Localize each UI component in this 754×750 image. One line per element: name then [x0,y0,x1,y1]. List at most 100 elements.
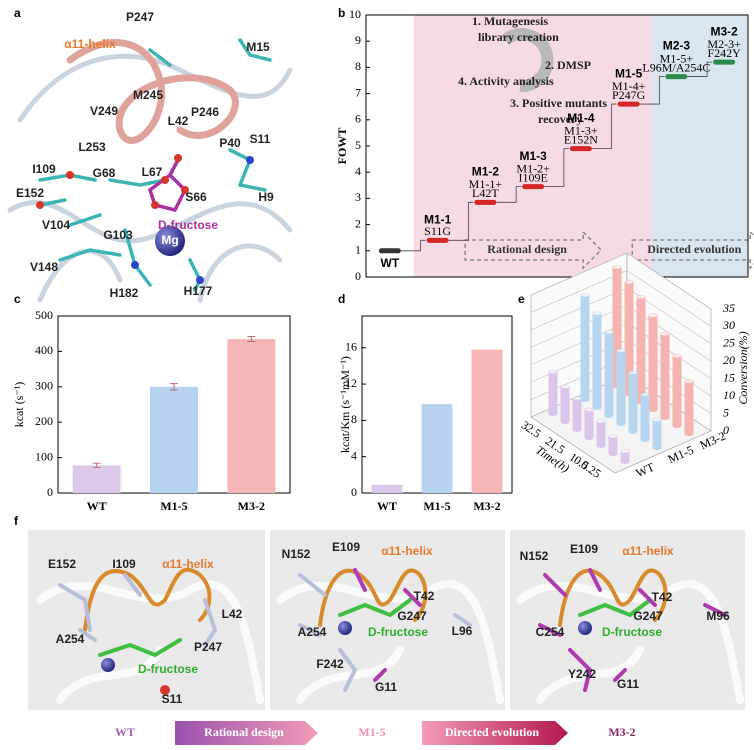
residue-label: H182 [110,286,139,300]
residue-label: Mg [161,233,178,247]
cycle-step: recovery [538,112,582,126]
residue-label: P246 [191,105,219,119]
mutation-label: I109E [518,170,547,184]
y-axis-label: kcat/Km (s⁻¹mM⁻¹) [338,356,352,453]
residue-label: G11 [617,677,639,691]
residue-label: A254 [298,625,327,639]
y-tick-label: 0 [351,485,357,499]
residue-label: L42 [168,114,189,128]
mutation-label: P247G [612,88,646,102]
residue-label: S66 [185,190,207,204]
y-tick-label: 16 [345,340,357,354]
flow-label: M1-5 [358,725,385,739]
step-connector [496,186,522,203]
residue-label: α11-helix [381,544,433,558]
bar [421,404,453,493]
x-tick-label: M3-2 [238,499,265,513]
structure-a [7,38,293,303]
y-tick-label: 500 [35,308,53,322]
z-tick-label: 35 [722,301,735,315]
step-connector [400,239,426,252]
x-tick-label: WT [377,499,397,513]
y-tick-label: 0 [355,269,361,283]
residue-label: L67 [142,165,163,179]
region-arrow [631,230,754,270]
bar [684,381,694,434]
cycle-step: library creation [478,30,559,44]
residue-label: G247 [633,609,663,623]
residue-label: G103 [103,228,133,242]
cycle-step: 1. Mutagenesis [472,14,548,28]
bar-cap [636,294,646,300]
bar [150,386,198,493]
residue-label: H177 [184,284,213,298]
mutation-label: M2-3+ [707,37,741,51]
residue-label: P247 [194,640,222,654]
bar [227,339,276,493]
mutation-label: L42T [472,186,499,200]
bar [640,394,650,440]
mutation-label: E152N [564,132,598,146]
panel-label: d [338,292,345,306]
residue-label: D-fructose [158,218,218,232]
mutation-label: M1-5+ [660,51,694,65]
step-connector [639,76,665,105]
step-segment [569,146,592,152]
cycle-step: 3. Positive mutants [510,96,607,110]
y-tick-label: 3 [355,190,361,204]
bar-cap [616,348,626,354]
residue-label: F242 [316,657,344,671]
bar-cap [596,419,606,425]
residue-label: E109 [332,540,360,554]
residue-label: G11 [375,680,397,694]
x-tick-label: M1-5 [423,499,450,513]
y-tick-label: 8 [355,59,361,73]
bar-cap [604,329,614,335]
residue-label: G68 [93,166,116,180]
bar-cap [624,279,634,285]
z-tick-label: 5 [723,405,729,419]
residue-label: V148 [30,260,58,274]
category-label: M1-3 [519,149,547,163]
residue-label: I109 [112,557,136,571]
bar-cap [640,392,650,398]
bar-cap [580,292,590,298]
residue-label: L96 [452,624,473,638]
bar-cap [620,449,630,455]
cycle-step: 2. DMSP [545,58,591,72]
z-tick-label: 25 [723,336,735,350]
y-axis-label: kcat (s⁻¹) [12,382,26,428]
residue-label: T42 [414,589,435,603]
y-tick-label: 100 [35,449,53,463]
z-axis-label: Conversion(%) [736,331,750,404]
x-tick-label: 1.5 [547,437,567,457]
step-connector [687,61,713,77]
x-tick-label: M3-2 [473,499,500,513]
category-label: M1-4 [567,111,595,125]
mutation-label: L96M/A254C [642,60,710,74]
residue-label: I109 [32,162,56,176]
residue-label: L42 [222,607,243,621]
error-bar [247,336,256,342]
x-tick-label: M1-5 [160,499,187,513]
residue-label: Y242 [568,667,596,681]
step-connector [591,103,617,150]
residue-label: L253 [78,140,106,154]
category-label: M1-5 [615,66,643,80]
mutation-label: F242Y [707,46,741,60]
x-tick-label: 2.5 [523,421,543,441]
residue-label: α11-helix [64,37,116,51]
bar-cap [560,384,570,390]
y-tick-label: 0 [47,485,53,499]
cycle-arrow [501,28,554,93]
cycle-step: 4. Activity analysis [458,74,554,88]
panel-label: a [14,6,21,20]
bar [636,297,646,402]
y-tick-label: 2 [355,216,361,230]
residue-label: P247 [126,10,154,24]
y-tick-label: 300 [35,379,53,393]
flow-label: Rational design [204,725,284,739]
step-connector [448,201,474,241]
bar-cap [648,313,658,319]
z-tick-label: 30 [722,318,735,332]
